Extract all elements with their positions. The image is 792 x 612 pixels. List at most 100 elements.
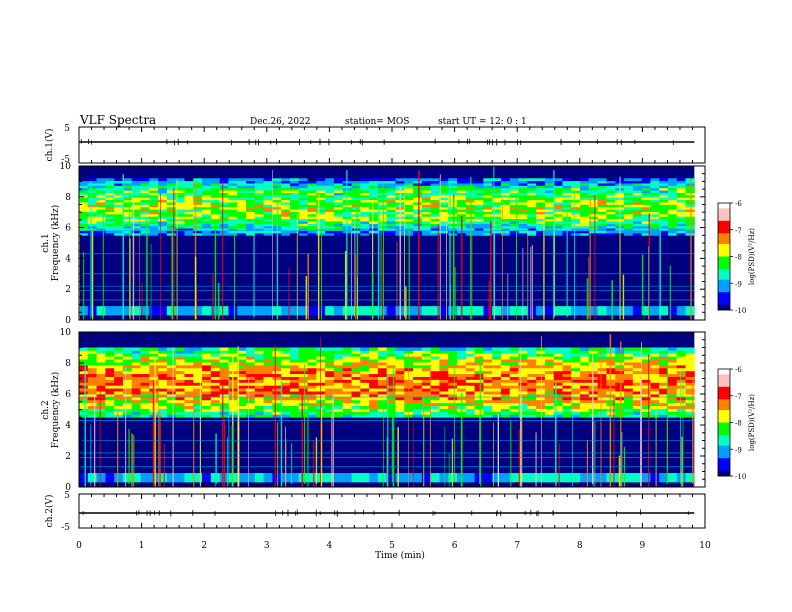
spectrogram-cell xyxy=(615,408,625,412)
spectrogram-cell xyxy=(193,396,203,401)
spectrogram-cell xyxy=(413,194,423,198)
spectrogram-cell xyxy=(281,379,291,383)
spectrogram-cell xyxy=(122,213,133,217)
spectrogram-cell xyxy=(527,190,537,193)
spectrogram-cell xyxy=(87,405,97,409)
spectrogram-cell xyxy=(439,180,449,184)
spectrogram-cell xyxy=(369,347,379,351)
spectrogram-cell xyxy=(175,228,185,231)
spectrogram-cell xyxy=(377,180,388,184)
spectrogram-cell xyxy=(632,232,643,236)
spectrogram-cell xyxy=(316,399,326,404)
spectrogram-cell xyxy=(430,411,440,415)
spectrogram-cell xyxy=(676,405,686,409)
spectrogram-cell xyxy=(263,402,273,407)
spectrogram-cell xyxy=(562,185,572,189)
spectrogram-cell xyxy=(87,206,97,210)
spectrogram-cell xyxy=(351,379,361,383)
spectrogram-cell xyxy=(369,473,379,483)
spectrogram-cell xyxy=(360,218,370,222)
spectrogram-cell xyxy=(360,362,370,366)
ch1-colorbar-segment xyxy=(718,270,730,273)
time-tick-label: 9 xyxy=(640,541,646,551)
spectrogram-cell xyxy=(676,388,686,392)
spectrogram-cell xyxy=(386,394,396,398)
spectrogram-cell xyxy=(413,405,423,409)
spectrogram-cell xyxy=(228,180,238,184)
ch1-colorbar-segment xyxy=(718,261,730,264)
spectrogram-cell xyxy=(149,202,159,205)
spectrogram-cell xyxy=(430,202,440,205)
spectrogram-cell xyxy=(685,221,695,224)
spectrogram-cell xyxy=(131,185,141,189)
spectrogram-cell xyxy=(289,197,300,201)
spectrogram-cell xyxy=(158,364,168,369)
spectrogram-cell xyxy=(272,411,282,415)
spectrogram-cell xyxy=(527,388,537,392)
spectrogram-cell xyxy=(465,350,475,354)
spectrogram-cell xyxy=(219,206,229,210)
spectrogram-cell xyxy=(325,218,335,222)
spectrogram-cell xyxy=(457,347,467,351)
spectrogram-cell xyxy=(210,356,221,360)
spectrogram-cell xyxy=(184,190,194,193)
spectrogram-cell xyxy=(360,183,370,186)
spectrogram-cell xyxy=(377,473,388,483)
spectrogram-cell xyxy=(650,223,660,227)
spectrogram-cell xyxy=(246,350,256,354)
spectrogram-cell xyxy=(518,370,528,375)
spectrogram-cell xyxy=(615,414,625,418)
spectrogram-cell xyxy=(404,209,414,212)
spectrogram-cell xyxy=(184,367,194,372)
spectrogram-cell xyxy=(184,362,194,366)
spectrogram-cell xyxy=(632,185,643,189)
spectrogram-cell xyxy=(79,414,89,418)
spectrogram-cell xyxy=(307,216,317,220)
spectrogram-cell xyxy=(166,213,177,217)
spectrogram-cell xyxy=(149,223,159,227)
spectrogram-cell xyxy=(219,405,229,409)
spectrogram-cell xyxy=(263,376,273,380)
ch2-colorbar-label: log(PSD)(V²/Hz) xyxy=(748,394,756,451)
spectrogram-cell xyxy=(588,180,599,184)
spectrogram-cell xyxy=(439,394,449,398)
spectrogram-cell xyxy=(518,202,528,205)
spectrogram-cell xyxy=(325,221,335,224)
spectrogram-cell xyxy=(667,185,678,189)
spectrogram-cell xyxy=(351,402,361,407)
spectrogram-cell xyxy=(457,192,467,196)
spectrogram-cell xyxy=(676,221,686,224)
spectrogram-cell xyxy=(193,356,203,360)
spectrogram-cell xyxy=(360,411,370,415)
spectrogram-cell xyxy=(624,356,634,360)
spectrogram-cell xyxy=(131,187,141,191)
spectrogram-cell xyxy=(219,356,229,360)
spectrogram-cell xyxy=(263,359,273,363)
spectrogram-cell xyxy=(377,399,388,404)
spectrogram-cell xyxy=(369,223,379,227)
spectrogram-cell xyxy=(210,405,221,409)
spectrogram-cell xyxy=(307,228,317,231)
spectrogram-cell xyxy=(632,204,643,208)
spectrogram-cell xyxy=(272,364,282,369)
spectrogram-cell xyxy=(122,414,133,418)
spectrogram-cell xyxy=(351,382,361,386)
spectrogram-cell xyxy=(307,223,317,227)
spectrogram-cell xyxy=(263,408,273,412)
spectrogram-cell xyxy=(263,206,273,210)
spectrogram-cell xyxy=(421,350,432,354)
spectrogram-cell xyxy=(624,473,634,483)
spectrogram-cell xyxy=(246,197,256,201)
spectrogram-cell xyxy=(386,376,396,380)
spectrogram-cell xyxy=(202,202,212,205)
spectrogram-cell xyxy=(122,183,133,186)
spectrogram-cell xyxy=(544,216,555,220)
spectrogram-cell xyxy=(316,367,326,372)
spectrogram-cell xyxy=(79,206,89,210)
spectrogram-cell xyxy=(518,376,528,380)
spectrogram-cell xyxy=(105,376,115,380)
spectrogram-cell xyxy=(272,376,282,380)
spectrogram-cell xyxy=(483,473,493,483)
ch1-colorbar-segment xyxy=(718,227,730,231)
spectrogram-cell xyxy=(202,376,212,380)
